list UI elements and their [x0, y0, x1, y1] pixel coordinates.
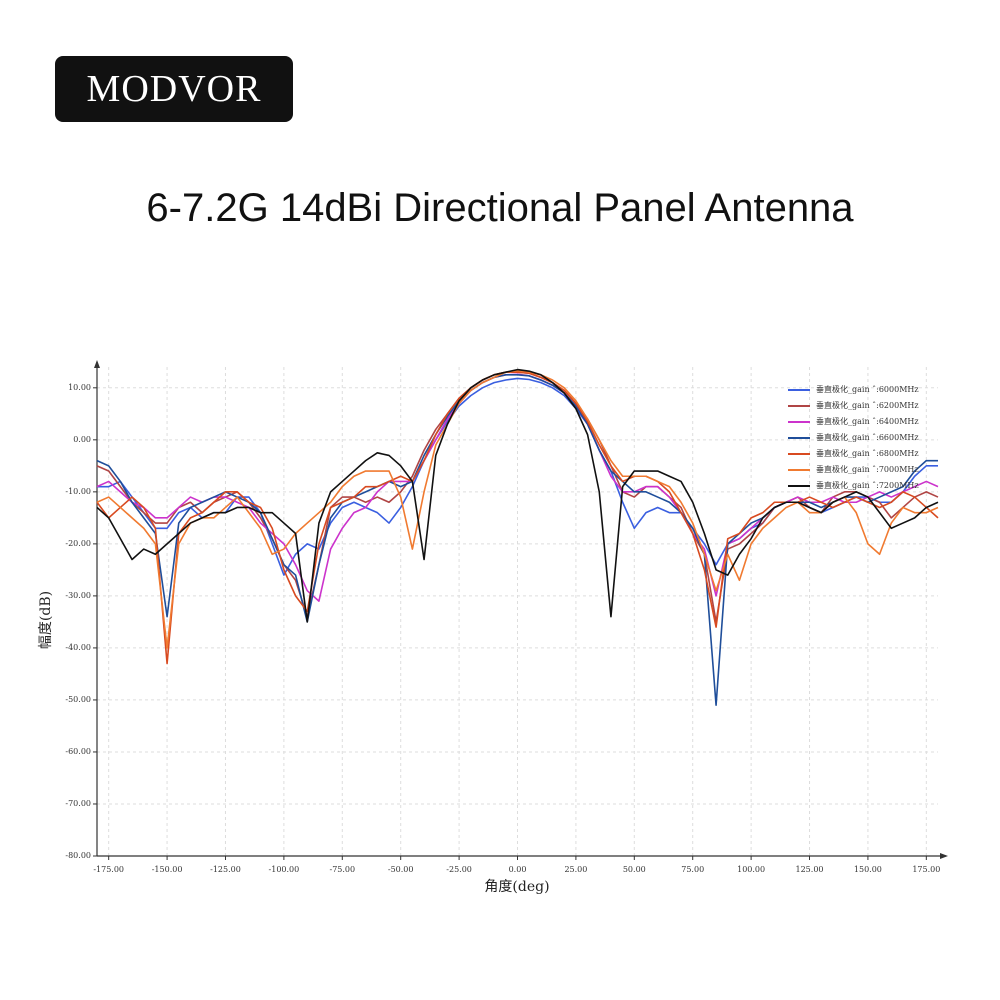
x-tick-label: -125.00	[210, 865, 241, 874]
y-tick-label: -40.00	[65, 643, 91, 652]
x-tick-label: -25.00	[446, 865, 472, 874]
y-axis-arrow	[94, 360, 100, 368]
legend-label: 垂直极化_gain ˆ:6800MHz	[816, 448, 919, 458]
legend-label: 垂直极化_gain ˆ:6400MHz	[816, 416, 919, 426]
x-tick-label: 100.00	[737, 865, 765, 874]
x-tick-label: -150.00	[152, 865, 183, 874]
x-axis-label: 角度(deg)	[484, 879, 549, 895]
x-tick-label: 150.00	[854, 865, 882, 874]
x-axis-arrow	[940, 853, 948, 859]
x-tick-label: 50.00	[623, 865, 646, 874]
x-tick-label: 25.00	[564, 865, 587, 874]
y-tick-label: -10.00	[65, 487, 91, 496]
y-tick-label: -50.00	[65, 695, 91, 704]
x-tick-label: 125.00	[796, 865, 824, 874]
legend-label: 垂直极化_gain ˆ:6200MHz	[816, 400, 919, 410]
x-tick-label: -175.00	[93, 865, 124, 874]
x-tick-label: -75.00	[329, 865, 355, 874]
x-tick-label: 175.00	[912, 865, 940, 874]
brand-logo: MODVOR	[55, 56, 293, 122]
x-tick-label: -100.00	[269, 865, 300, 874]
x-tick-label: 75.00	[681, 865, 704, 874]
y-tick-label: -20.00	[65, 539, 91, 548]
y-axis-label: 幅度(dB)	[38, 591, 54, 649]
y-tick-label: -30.00	[65, 591, 91, 600]
chart-title: 6-7.2G 14dBi Directional Panel Antenna	[146, 186, 854, 230]
y-tick-label: -80.00	[65, 851, 91, 860]
y-tick-label: -70.00	[65, 799, 91, 808]
y-tick-label: 10.00	[68, 383, 91, 392]
legend-label: 垂直极化_gain ˆ:7200MHz	[816, 480, 919, 490]
y-tick-label: 0.00	[73, 435, 91, 444]
legend-label: 垂直极化_gain ˆ:7000MHz	[816, 464, 919, 474]
series-line	[96, 368, 939, 623]
legend-label: 垂直极化_gain ˆ:6000MHz	[816, 384, 919, 394]
x-tick-label: 0.00	[509, 865, 527, 874]
y-tick-label: -60.00	[65, 747, 91, 756]
legend-label: 垂直极化_gain ˆ:6600MHz	[816, 432, 919, 442]
x-tick-label: -50.00	[388, 865, 414, 874]
